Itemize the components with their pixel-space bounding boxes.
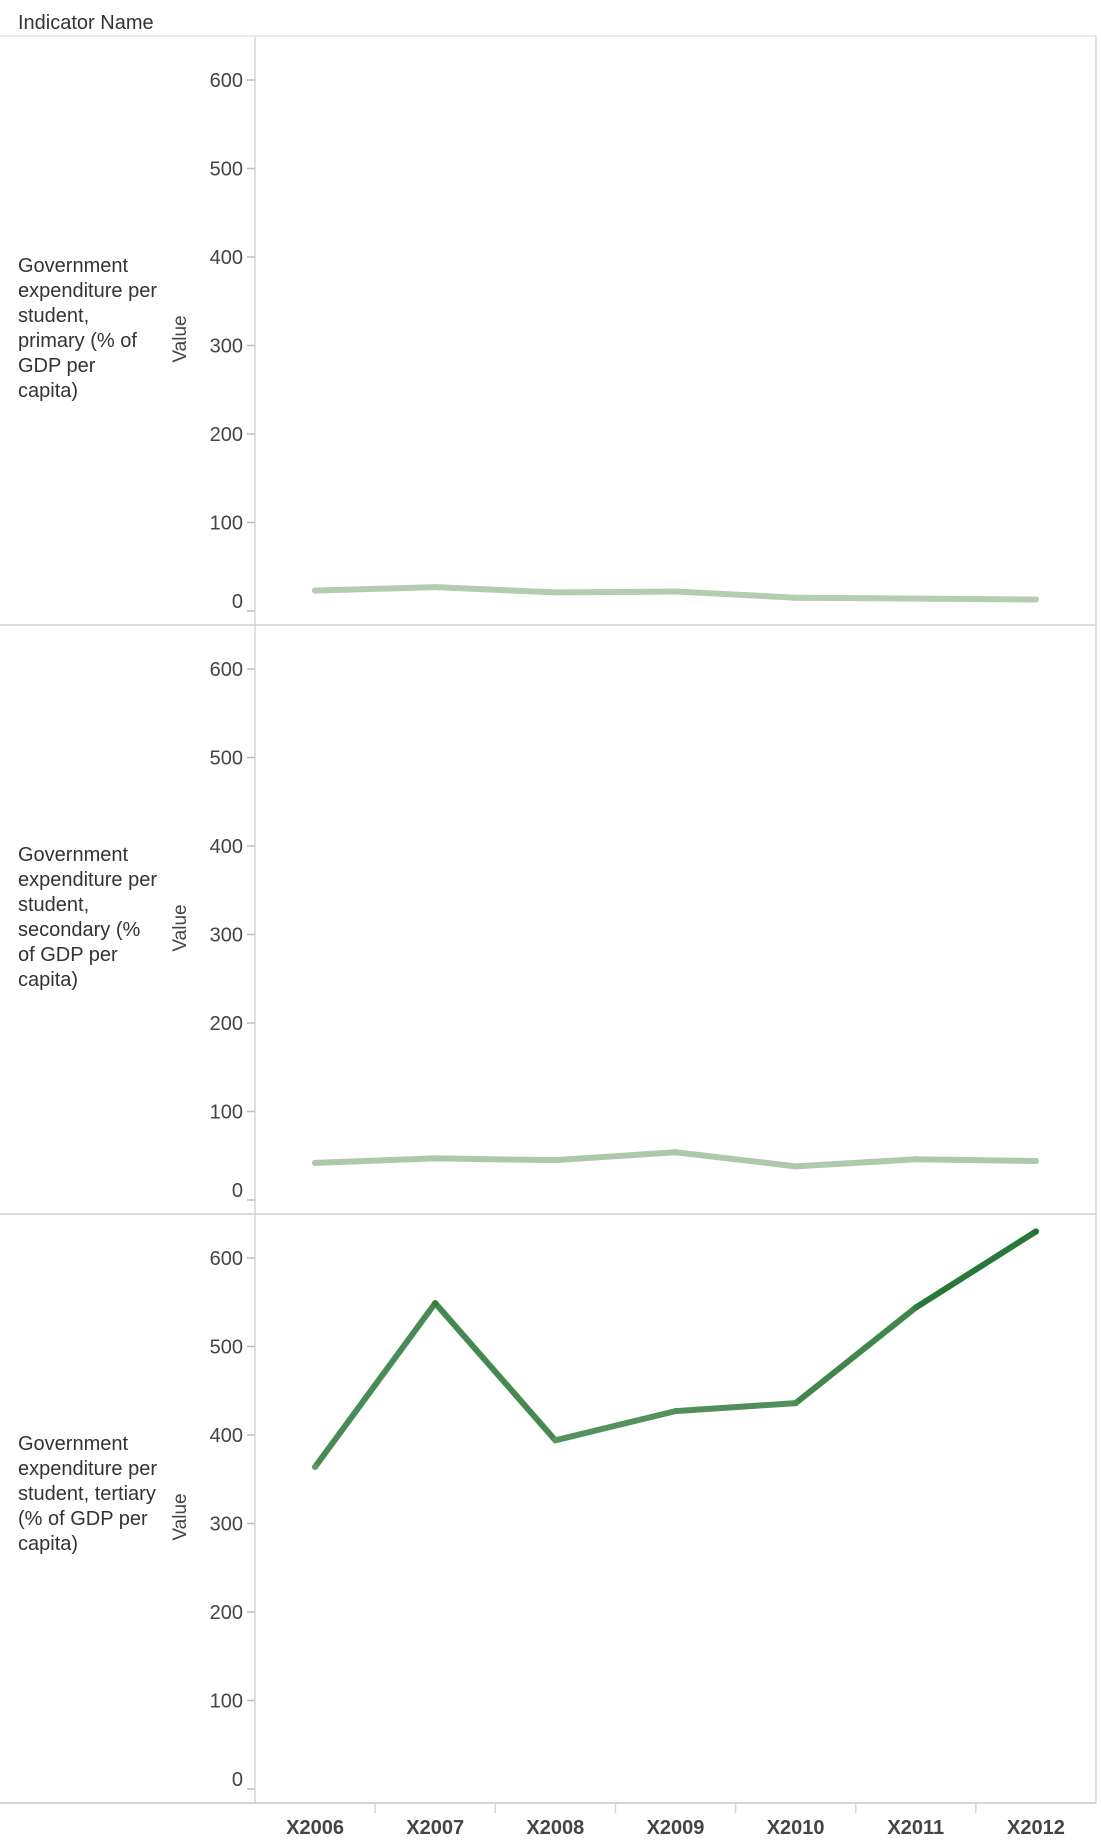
y-tick-label: 600: [210, 1248, 243, 1270]
x-tick-label: X2012: [1007, 1817, 1065, 1839]
y-tick-label: 300: [210, 1514, 243, 1536]
series-line-segment: [552, 588, 679, 596]
data-point: [1032, 1228, 1039, 1235]
panel-label-primary: Government expenditure per student, prim…: [18, 255, 157, 402]
series-line-segment: [552, 1149, 679, 1164]
y-tick-label: 300: [210, 925, 243, 947]
data-point: [912, 595, 919, 602]
y-tick-label: 500: [210, 748, 243, 770]
data-point: [312, 1463, 319, 1470]
data-point: [1032, 596, 1039, 603]
y-tick-label: 500: [210, 159, 243, 181]
panel-label-tertiary: Government expenditure per student, tert…: [18, 1433, 157, 1555]
x-tick-label: X2009: [647, 1817, 705, 1839]
data-point: [552, 589, 559, 596]
x-tick-label: X2006: [286, 1817, 344, 1839]
y-tick-label: 600: [210, 659, 243, 681]
data-point: [912, 1304, 919, 1311]
x-tick-label: X2010: [767, 1817, 825, 1839]
data-point: [672, 588, 679, 595]
y-tick-label: 100: [210, 1102, 243, 1124]
series-line-segment: [672, 1400, 799, 1415]
series-line-segment: [792, 594, 919, 602]
data-point: [432, 1300, 439, 1307]
x-tick-label: X2008: [526, 1817, 584, 1839]
y-axis-title: Value: [170, 1493, 191, 1540]
series-line-segment: [672, 588, 799, 601]
series-line-segment: [312, 1155, 439, 1166]
series-line-segment: [312, 584, 439, 594]
data-point: [552, 1437, 559, 1444]
data-point: [432, 1155, 439, 1162]
series-line-segment: [792, 1304, 919, 1407]
series-line-segment: [432, 584, 559, 596]
series-line-segment: [432, 1155, 559, 1164]
y-axis-title: Value: [170, 904, 191, 951]
series-line-segment: [432, 1300, 559, 1444]
data-point: [792, 1163, 799, 1170]
y-tick-label: 0: [232, 1180, 243, 1202]
y-tick-label: 0: [232, 591, 243, 613]
y-tick-label: 100: [210, 1691, 243, 1713]
y-tick-label: 0: [232, 1769, 243, 1791]
y-tick-label: 200: [210, 1013, 243, 1035]
series-line-segment: [912, 1156, 1039, 1165]
x-tick-label: X2011: [887, 1817, 944, 1839]
y-tick-label: 400: [210, 1425, 243, 1447]
series-line-segment: [912, 1228, 1039, 1311]
x-tick-label: X2007: [406, 1817, 464, 1839]
y-tick-label: 600: [210, 70, 243, 92]
data-point: [792, 594, 799, 601]
y-tick-label: 200: [210, 424, 243, 446]
y-tick-label: 100: [210, 513, 243, 535]
series-line-segment: [912, 595, 1039, 603]
data-point: [672, 1408, 679, 1415]
y-tick-label: 200: [210, 1602, 243, 1624]
series-line-segment: [312, 1300, 439, 1470]
data-point: [792, 1400, 799, 1407]
y-tick-label: 500: [210, 1337, 243, 1359]
data-point: [912, 1156, 919, 1163]
data-point: [312, 587, 319, 594]
series-line-segment: [672, 1149, 799, 1170]
y-tick-label: 400: [210, 836, 243, 858]
y-tick-label: 400: [210, 247, 243, 269]
data-point: [432, 584, 439, 591]
data-point: [552, 1157, 559, 1164]
data-point: [672, 1149, 679, 1156]
y-axis-title: Value: [170, 315, 191, 362]
y-tick-label: 300: [210, 336, 243, 358]
series-line-segment: [792, 1156, 919, 1170]
panel-label-secondary: Government expenditure per student, seco…: [18, 844, 157, 991]
data-point: [1032, 1158, 1039, 1165]
data-point: [312, 1159, 319, 1166]
series-line-segment: [552, 1408, 679, 1444]
indicator-name-header: Indicator Name: [18, 12, 154, 34]
